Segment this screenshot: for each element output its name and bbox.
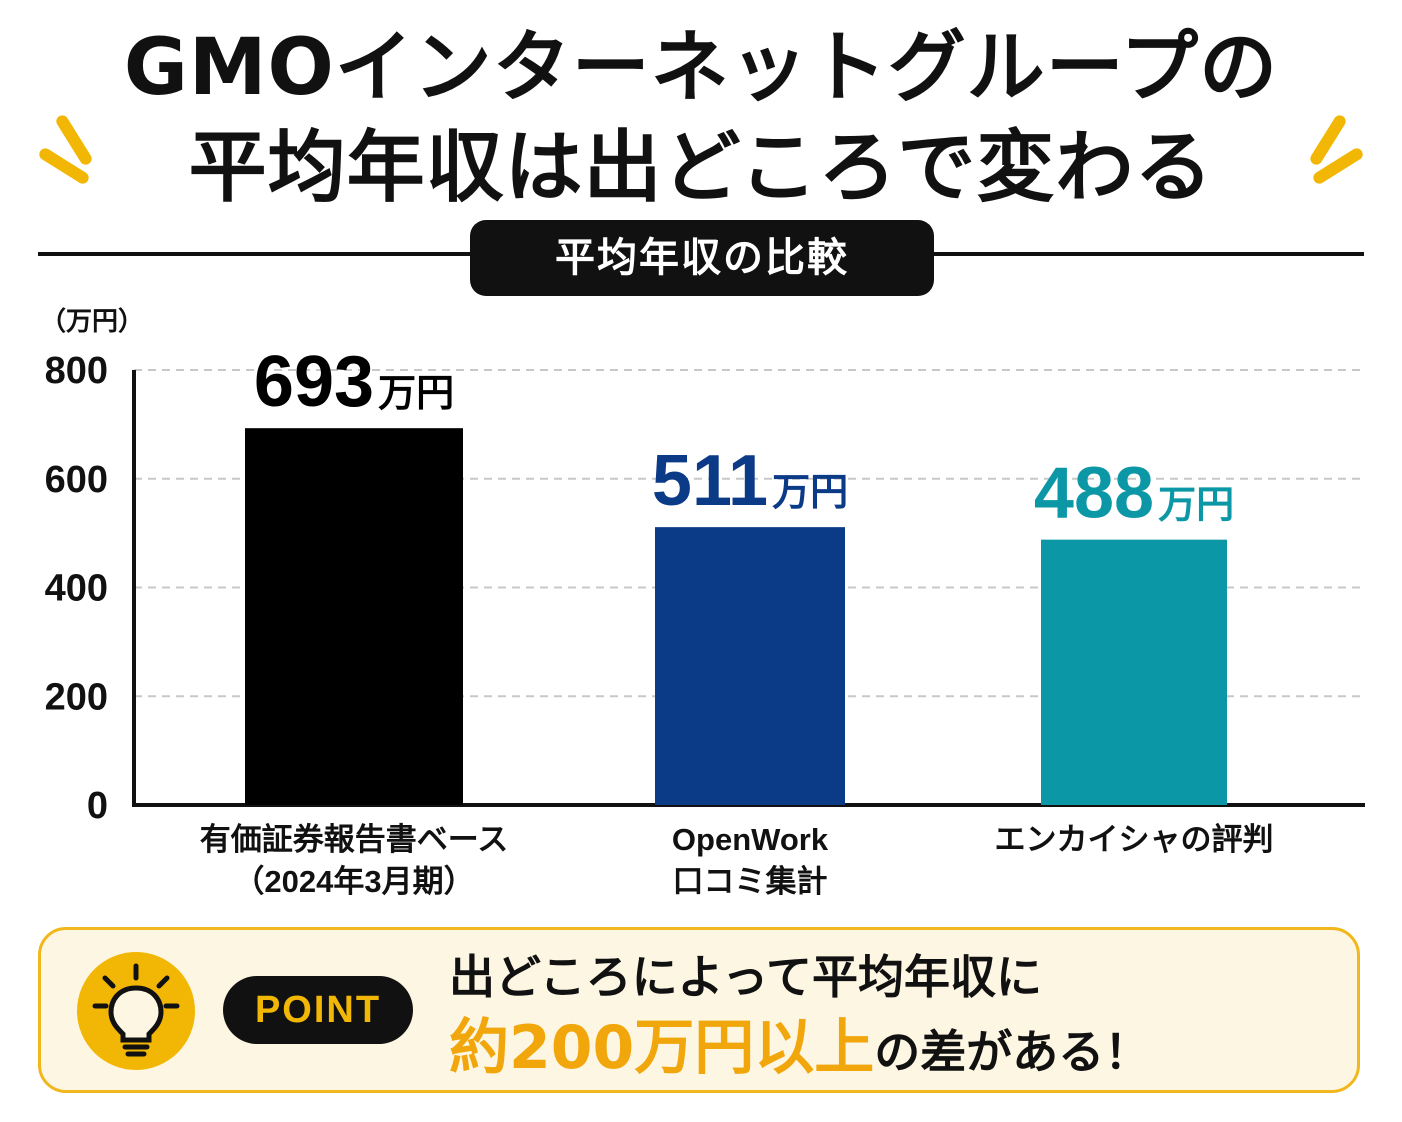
x-category-label: OpenWork [672, 822, 829, 857]
point-highlight: 約200万円以上 [449, 1013, 875, 1083]
point-box: POINT 出どころによって平均年収に 約200万円以上の差がある！ [38, 927, 1360, 1093]
title-line-1: GMOインターネットグループの [123, 23, 1279, 113]
x-category-label: 有価証券報告書ベース [200, 822, 508, 857]
title-line-2: 平均年収は出どころで変わる [188, 123, 1214, 213]
point-badge: POINT [223, 976, 413, 1044]
point-text-rest: の差がある！ [874, 1025, 1151, 1079]
bar-value-label: 693 万円 [254, 342, 454, 422]
bar [245, 428, 463, 805]
subtitle-pill: 平均年収の比較 [470, 220, 934, 296]
y-tick-label: 200 [45, 676, 108, 718]
y-tick-label: 800 [45, 350, 108, 392]
point-text-line-2: 約200万円以上の差がある！ [449, 1012, 1150, 1099]
x-category-label: （2024年3月期） [233, 864, 474, 899]
bar-chart: （万円） 0 200 400 600 800 693 万円 511 万円 488 万円 有価証券報… [40, 306, 1365, 899]
point-text-line-1: 出どころによって平均年収に [449, 950, 1042, 1004]
bar [655, 527, 845, 805]
bar-value-label: 488 万円 [1034, 454, 1234, 534]
lightbulb-icon [77, 952, 195, 1070]
x-category-label: 口コミ集計 [673, 864, 828, 899]
x-category-label: エンカイシャの評判 [995, 822, 1274, 857]
y-tick-label: 0 [87, 785, 108, 827]
y-unit-label: （万円） [40, 306, 144, 336]
bar [1041, 539, 1227, 805]
y-tick-label: 400 [45, 568, 108, 610]
bar-value-label: 511 万円 [652, 441, 848, 521]
y-tick-label: 600 [45, 459, 108, 501]
